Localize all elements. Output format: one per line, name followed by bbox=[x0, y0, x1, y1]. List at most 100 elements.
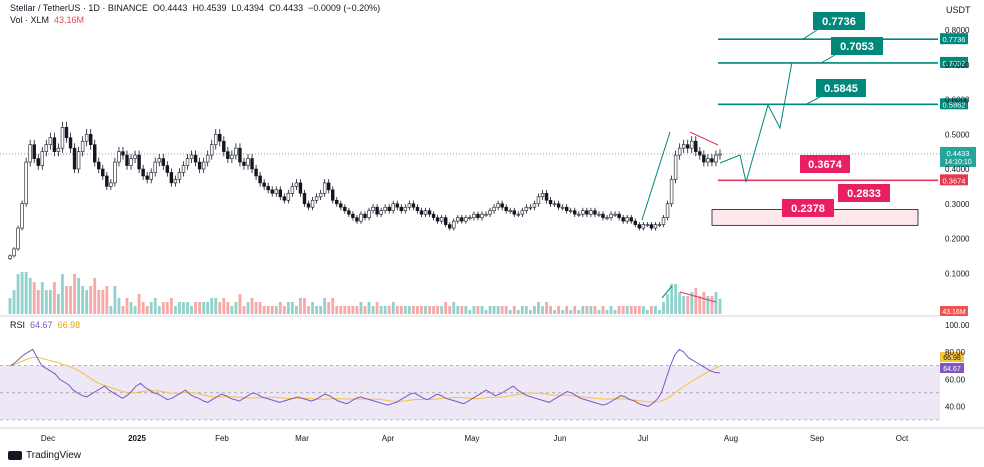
axis-price-tag bbox=[940, 98, 968, 110]
candle-body bbox=[322, 182, 327, 194]
volume-bar bbox=[202, 302, 206, 314]
rsi-legend[interactable]: RSI 64.67 66.98 bbox=[10, 320, 81, 330]
candle-body bbox=[532, 203, 537, 208]
volume-bar bbox=[428, 306, 431, 314]
volume-bar bbox=[516, 310, 520, 314]
volume-bar bbox=[424, 306, 427, 314]
candle-body bbox=[706, 158, 710, 163]
volume-bar bbox=[315, 306, 319, 314]
candle-body bbox=[64, 127, 69, 139]
currency-label[interactable]: USDT bbox=[946, 5, 971, 15]
volume-bar bbox=[194, 302, 197, 314]
volume-bar bbox=[395, 306, 399, 314]
candle-body bbox=[246, 158, 250, 166]
tradingview-logo[interactable]: TradingView bbox=[8, 450, 81, 461]
volume-bar bbox=[553, 310, 557, 314]
volume-bar bbox=[85, 290, 89, 314]
volume-bar bbox=[125, 298, 129, 314]
volume-bar bbox=[73, 274, 76, 314]
candle-body bbox=[16, 227, 20, 250]
candle-body bbox=[117, 151, 121, 163]
candle-body bbox=[8, 255, 12, 259]
candle-body bbox=[133, 154, 137, 159]
candle-body bbox=[20, 203, 24, 229]
candle-body bbox=[399, 206, 404, 212]
candle-body bbox=[193, 154, 198, 163]
price-tick-label: 0.8000 bbox=[945, 26, 970, 35]
time-tick-label: Jun bbox=[554, 434, 567, 443]
volume-bar bbox=[28, 278, 32, 314]
volume-bar bbox=[383, 306, 387, 314]
candle-body bbox=[88, 133, 93, 145]
candle-body bbox=[621, 217, 625, 222]
volume-bar bbox=[528, 310, 532, 314]
volume-bar bbox=[234, 302, 238, 314]
time-axis[interactable]: Dec 2025 Feb Mar Apr May Jun Jul Aug Sep Oct bbox=[41, 434, 909, 443]
volume-bar bbox=[565, 306, 569, 314]
candle-body bbox=[496, 203, 500, 208]
candle-body bbox=[657, 224, 662, 226]
volume-bar bbox=[20, 272, 24, 314]
volume-bar bbox=[363, 306, 367, 314]
symbol-header[interactable]: Stellar / TetherUS · 1D · BINANCE O0.444… bbox=[10, 3, 381, 13]
volume-bar bbox=[637, 306, 641, 314]
candle-body bbox=[121, 151, 125, 156]
volume-bar bbox=[367, 302, 371, 314]
volume-bar bbox=[270, 306, 274, 314]
volume-bar bbox=[105, 286, 109, 314]
volume-bar bbox=[186, 302, 189, 314]
candle-body bbox=[391, 203, 395, 211]
volume-bar bbox=[218, 302, 222, 314]
candle-body bbox=[36, 158, 40, 166]
volume-bar bbox=[468, 310, 472, 314]
candle-body bbox=[12, 248, 16, 257]
candle-body bbox=[629, 217, 633, 222]
volume-legend[interactable]: Vol · XLM 43.16M bbox=[10, 15, 85, 25]
rsi-ma-tag-label: 66.98 bbox=[943, 355, 961, 362]
time-tick-label: 2025 bbox=[128, 434, 146, 443]
axis-price-tag-label: 0.5862 bbox=[943, 100, 966, 109]
symbol-title: Stellar / TetherUS · 1D · BINANCE bbox=[10, 3, 148, 13]
price-axis[interactable]: 0.8000 0.7000 0.6000 0.5000 0.4000 0.3000 0.20… bbox=[945, 26, 970, 411]
volume-bar bbox=[714, 292, 718, 314]
volume-bar bbox=[190, 306, 193, 314]
candle-body bbox=[564, 206, 569, 212]
candle-body bbox=[157, 158, 161, 163]
candle-body bbox=[125, 154, 129, 166]
volume-bar bbox=[36, 290, 40, 314]
candle-body bbox=[589, 210, 593, 215]
candle-body bbox=[520, 210, 525, 215]
volume-bar bbox=[89, 286, 93, 314]
candle-body bbox=[250, 158, 254, 170]
volume-bar bbox=[597, 310, 601, 314]
volume-bar bbox=[97, 290, 101, 314]
level-callout-label: 0.3674 bbox=[808, 159, 843, 171]
candle-body bbox=[238, 147, 242, 163]
axis-price-tag-label: 0.7736 bbox=[943, 35, 966, 44]
price-tick-label: 0.2000 bbox=[945, 235, 970, 244]
volume-bar bbox=[230, 306, 234, 314]
volume-bar bbox=[311, 302, 314, 314]
candle-body bbox=[290, 186, 295, 194]
volume-bar bbox=[488, 306, 492, 314]
candle-body bbox=[681, 144, 686, 149]
candle-body bbox=[488, 210, 492, 215]
rsi-tag bbox=[940, 363, 964, 373]
volume-bar bbox=[561, 310, 565, 314]
candle-body bbox=[314, 196, 319, 201]
candle-body bbox=[201, 161, 206, 170]
candle-body bbox=[141, 168, 145, 177]
candle-body bbox=[173, 179, 178, 184]
volume-bar bbox=[250, 298, 254, 314]
candle-body bbox=[516, 213, 521, 216]
zone-callout-box bbox=[838, 184, 890, 202]
candle-body bbox=[536, 196, 541, 205]
candle-body bbox=[452, 220, 456, 229]
volume-bar bbox=[173, 306, 177, 314]
volume-bar bbox=[274, 306, 278, 314]
volume-bar bbox=[258, 302, 262, 314]
volume-bar bbox=[319, 306, 323, 314]
candle-body bbox=[625, 217, 629, 222]
candle-body bbox=[508, 210, 512, 212]
